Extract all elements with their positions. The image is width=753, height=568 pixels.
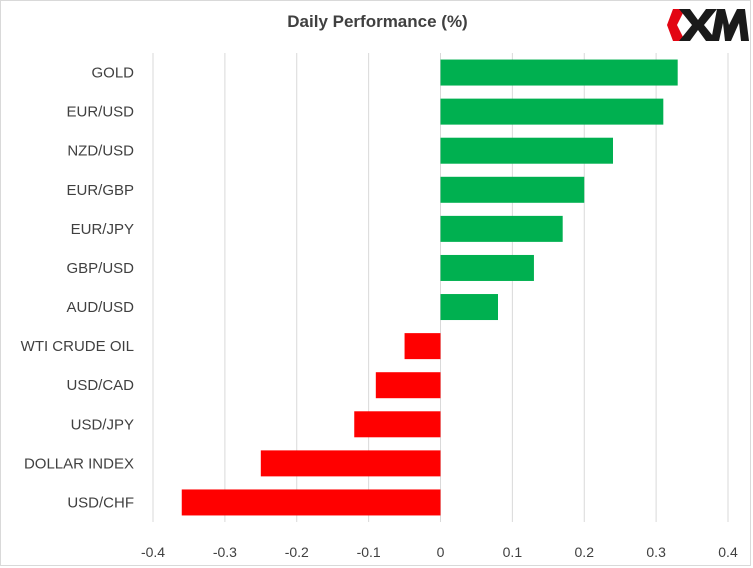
bar-usd-chf: [181, 489, 441, 516]
bar-gold: [440, 59, 678, 86]
x-tick-label: 0.2: [575, 544, 595, 560]
x-tick-label: -0.2: [285, 544, 309, 560]
bar-eur-gbp: [440, 176, 585, 203]
logo-red-chevron: [667, 9, 685, 41]
category-label: GOLD: [91, 65, 134, 82]
bars: [181, 59, 678, 516]
category-label: NZD/USD: [67, 143, 134, 160]
category-label: EUR/USD: [66, 104, 134, 121]
category-label: USD/CAD: [66, 377, 134, 394]
bar-eur-jpy: [440, 215, 563, 242]
bar-usd-jpy: [354, 411, 441, 438]
xm-logo-icon: [667, 9, 749, 41]
x-tick-labels: -0.4 -0.3 -0.2 -0.1 0 0.1 0.2 0.3 0.4: [141, 544, 738, 560]
x-tick-label: 0.4: [718, 544, 738, 560]
bar-nzd-usd: [440, 137, 613, 164]
bar-dollar-index: [260, 450, 441, 477]
bar-aud-usd: [440, 294, 498, 321]
x-tick-label: -0.4: [141, 544, 165, 560]
category-label: EUR/GBP: [66, 182, 134, 199]
logo-x-shape: [679, 9, 717, 41]
x-tick-label: 0: [437, 544, 445, 560]
bar-eur-usd: [440, 98, 664, 125]
category-label: DOLLAR INDEX: [24, 455, 134, 472]
x-tick-label: -0.1: [357, 544, 381, 560]
x-tick-label: -0.3: [213, 544, 237, 560]
category-label: GBP/USD: [66, 260, 134, 277]
chart-title: Daily Performance (%): [287, 12, 468, 31]
category-label: EUR/JPY: [71, 221, 134, 238]
category-label: USD/JPY: [71, 416, 134, 433]
x-tick-label: 0.1: [503, 544, 523, 560]
category-label: WTI CRUDE OIL: [21, 338, 134, 355]
category-label: AUD/USD: [66, 299, 134, 316]
bar-wti-crude-oil: [404, 333, 441, 360]
category-label: USD/CHF: [67, 494, 134, 511]
logo-m-shape: [711, 9, 749, 41]
gridlines: [152, 53, 729, 522]
x-tick-label: 0.3: [646, 544, 666, 560]
bar-usd-cad: [375, 372, 441, 399]
bar-gbp-usd: [440, 254, 534, 281]
category-labels: GOLD EUR/USD NZD/USD EUR/GBP EUR/JPY GBP/USD A…: [21, 65, 135, 512]
